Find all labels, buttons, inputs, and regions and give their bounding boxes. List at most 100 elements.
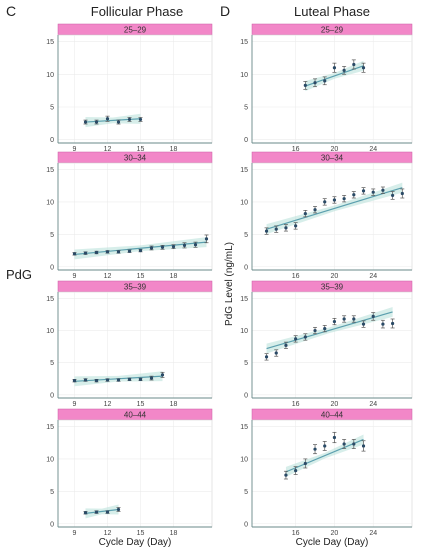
data-point: [127, 117, 132, 122]
y-tick-label: 0: [50, 392, 54, 399]
data-point: [332, 435, 337, 440]
side-label-pdg: PdG: [6, 267, 32, 282]
data-point: [323, 200, 327, 204]
x-tick-label: 20: [331, 530, 339, 537]
y-tick-label: 0: [244, 137, 248, 144]
x-tick-label: 16: [292, 146, 300, 153]
y-tick-label: 10: [240, 328, 248, 335]
data-point: [105, 117, 110, 121]
facet-strip-label: 40–44: [321, 411, 344, 420]
data-point: [342, 442, 346, 446]
data-point: [105, 378, 110, 382]
data-point: [94, 250, 99, 255]
data-point: [342, 317, 346, 321]
y-tick-label: 5: [244, 232, 248, 239]
trend-line: [266, 187, 403, 230]
trend-line: [85, 508, 119, 514]
facet-strip-label: 40–44: [124, 411, 147, 420]
data-point: [160, 245, 165, 249]
panel-letter-c: C: [6, 3, 16, 19]
x-tick-label: 18: [170, 273, 178, 280]
data-point: [182, 243, 187, 247]
title-follicular-phase: Follicular Phase: [91, 4, 184, 19]
data-point: [352, 193, 356, 197]
trend-line: [85, 118, 141, 123]
x-axis-label: Cycle Day (Day): [99, 537, 172, 548]
x-tick-label: 20: [331, 273, 339, 280]
y-tick-label: 0: [244, 521, 248, 528]
data-point: [264, 355, 269, 359]
data-point: [105, 250, 110, 254]
y-tick-label: 15: [46, 39, 54, 46]
data-point: [381, 188, 385, 192]
data-point: [303, 335, 307, 339]
x-tick-label: 18: [170, 401, 178, 408]
y-tick-label: 5: [50, 489, 54, 496]
data-point: [371, 190, 375, 194]
y-tick-label: 15: [240, 167, 248, 174]
x-tick-label: 24: [369, 530, 377, 537]
y-tick-label: 10: [46, 456, 54, 463]
data-point: [352, 62, 356, 67]
data-point: [352, 442, 356, 446]
data-point: [116, 250, 121, 254]
facet-d-0: 25–29 0 5 10 15 16 20 24: [240, 23, 413, 153]
y-tick-label: 10: [240, 72, 248, 79]
x-tick-label: 9: [73, 401, 77, 408]
data-point: [294, 337, 298, 341]
data-point: [127, 249, 132, 253]
y-axis-label: PdG Level (ng/mL): [224, 242, 235, 326]
data-point: [138, 377, 143, 381]
facet-strip-label: 30–34: [124, 154, 147, 163]
y-tick-label: 5: [50, 105, 54, 112]
data-point: [83, 120, 88, 124]
y-tick-label: 5: [50, 232, 54, 239]
facet-c-0: 25–29 0 5 10 15 9 12 15 18: [46, 23, 213, 153]
data-point: [264, 229, 269, 233]
data-point: [72, 379, 77, 383]
data-point: [400, 191, 404, 196]
y-tick-label: 15: [240, 424, 248, 431]
y-tick-label: 5: [244, 105, 248, 112]
y-tick-label: 10: [46, 328, 54, 335]
data-point: [116, 120, 121, 124]
y-tick-label: 5: [50, 360, 54, 367]
data-point: [332, 198, 337, 202]
x-tick-label: 15: [137, 401, 145, 408]
x-tick-label: 9: [73, 530, 77, 537]
x-tick-label: 24: [369, 273, 377, 280]
data-point: [83, 511, 88, 515]
y-tick-label: 5: [244, 489, 248, 496]
data-point: [391, 193, 395, 198]
data-point: [313, 447, 317, 451]
data-point: [313, 208, 317, 212]
y-tick-label: 15: [240, 296, 248, 303]
plot-area: [57, 419, 213, 528]
data-point: [303, 211, 307, 216]
data-point: [204, 237, 209, 241]
facet-strip-label: 30–34: [321, 154, 344, 163]
y-tick-label: 0: [50, 264, 54, 271]
data-point: [94, 379, 99, 383]
y-tick-label: 0: [50, 521, 54, 528]
data-point: [323, 327, 327, 331]
x-tick-label: 20: [331, 401, 339, 408]
y-tick-label: 15: [46, 424, 54, 431]
data-point: [138, 248, 143, 253]
x-tick-label: 12: [104, 401, 112, 408]
plot-area: [251, 419, 413, 528]
y-tick-label: 0: [244, 392, 248, 399]
data-point: [303, 83, 307, 87]
data-point: [381, 322, 385, 326]
data-point: [160, 373, 165, 377]
data-point: [313, 328, 317, 333]
panel-letter-d: D: [220, 3, 230, 19]
data-point: [284, 226, 288, 230]
data-point: [83, 378, 88, 382]
plot-area: [57, 34, 213, 144]
data-point: [303, 461, 307, 466]
x-tick-label: 12: [104, 530, 112, 537]
data-point: [116, 507, 121, 512]
